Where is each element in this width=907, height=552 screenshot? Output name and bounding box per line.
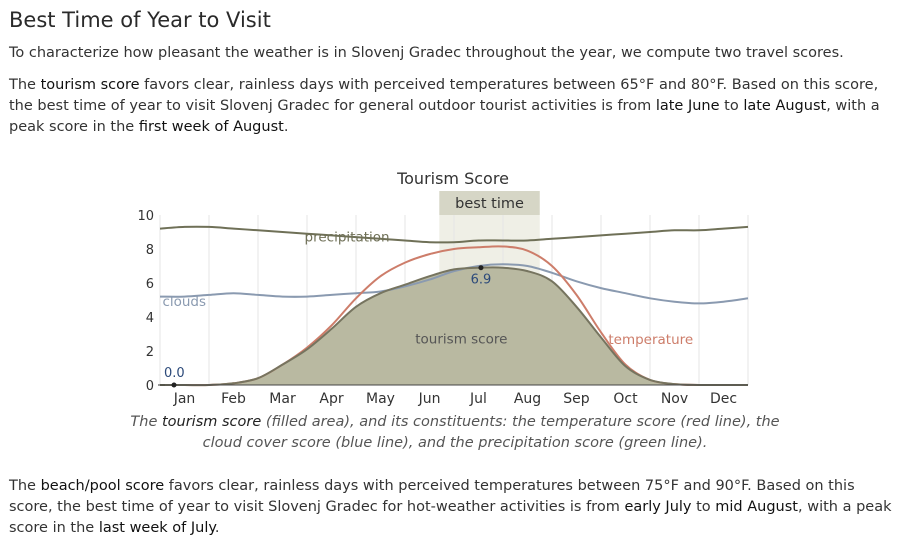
month-label: Aug — [514, 391, 541, 407]
tourism-end: late August — [743, 98, 827, 114]
y-tick-label: 0 — [146, 379, 154, 394]
caption-lead: The — [130, 414, 162, 430]
chart-title: Tourism Score — [396, 169, 509, 188]
y-tick-label: 8 — [146, 243, 154, 258]
y-tick-label: 6 — [146, 277, 154, 292]
tourism-score-chart: best time Tourism Score 0 2 4 6 8 10 Jan Feb Mar A… — [137, 169, 749, 407]
tourism-score-label: tourism score — [415, 331, 507, 347]
best-time-header — [439, 191, 540, 215]
month-label: Jul — [469, 391, 487, 407]
precipitation-line — [159, 225, 749, 244]
clouds-label: clouds — [162, 294, 206, 310]
beach-text-1: favors clear, rainless days with perceiv… — [9, 478, 855, 515]
series-lines — [159, 225, 749, 387]
tourism-keyword: tourism score — [40, 77, 140, 93]
y-tick-label: 10 — [137, 209, 154, 224]
tourism-paragraph: The tourism score favors clear, rainless… — [9, 75, 899, 138]
month-label: Dec — [710, 391, 737, 407]
temperature-label: temperature — [608, 332, 693, 348]
tourism-text-3: , with a peak score in the — [9, 98, 880, 135]
month-label: Mar — [269, 391, 296, 407]
tourism-lead: The — [9, 77, 41, 93]
month-label: Oct — [613, 391, 638, 407]
min-point — [171, 382, 177, 388]
beach-text-2: to — [691, 499, 716, 515]
peak-value-label: 6.9 — [471, 273, 492, 288]
beach-lead: The — [9, 478, 41, 494]
month-label: May — [366, 391, 395, 407]
tourism-score-area — [160, 267, 748, 386]
y-tick-label: 2 — [146, 345, 154, 360]
section-heading: Best Time of Year to Visit — [9, 8, 271, 32]
chart-caption: The tourism score (filled area), and its… — [130, 412, 780, 454]
precipitation-label: precipitation — [305, 229, 390, 245]
intro-paragraph: To characterize how pleasant the weather… — [9, 45, 844, 61]
month-label: Jun — [418, 391, 441, 407]
beach-end: mid August — [715, 499, 798, 515]
clouds-line — [159, 263, 749, 305]
tourism-start: late June — [655, 98, 720, 114]
peak-point — [478, 265, 484, 271]
caption-keyword: tourism score — [161, 414, 262, 430]
beach-keyword: beach/pool score — [40, 478, 165, 494]
chart-labels: Tourism Score 0 2 4 6 8 10 Jan Feb Mar Apr May Jun Ju… — [137, 169, 737, 407]
tourism-area-group — [160, 267, 748, 386]
tourism-score-line — [159, 266, 748, 387]
month-label: Nov — [661, 391, 688, 407]
month-label: Feb — [221, 391, 246, 407]
beach-start: early July — [624, 499, 692, 515]
beach-text-3: , with a peak score in the — [9, 499, 892, 536]
beach-text-4: . — [214, 520, 220, 536]
beach-paragraph: The beach/pool score favors clear, rainl… — [9, 476, 899, 539]
tourism-text-1: favors clear, rainless days with perceiv… — [9, 77, 879, 114]
month-label: Apr — [319, 391, 343, 407]
month-label: Sep — [563, 391, 590, 407]
tourism-peak: first week of August — [138, 119, 284, 135]
tourism-text-4: . — [283, 119, 289, 135]
beach-peak: last week of July — [98, 520, 215, 536]
best-time-label: best time — [455, 196, 524, 212]
min-value-label: 0.0 — [164, 366, 185, 381]
caption-text: (filled area), and its constituents: the… — [202, 414, 780, 451]
month-label: Jan — [173, 391, 196, 407]
tourism-text-2: to — [719, 98, 744, 114]
y-tick-label: 4 — [146, 311, 154, 326]
